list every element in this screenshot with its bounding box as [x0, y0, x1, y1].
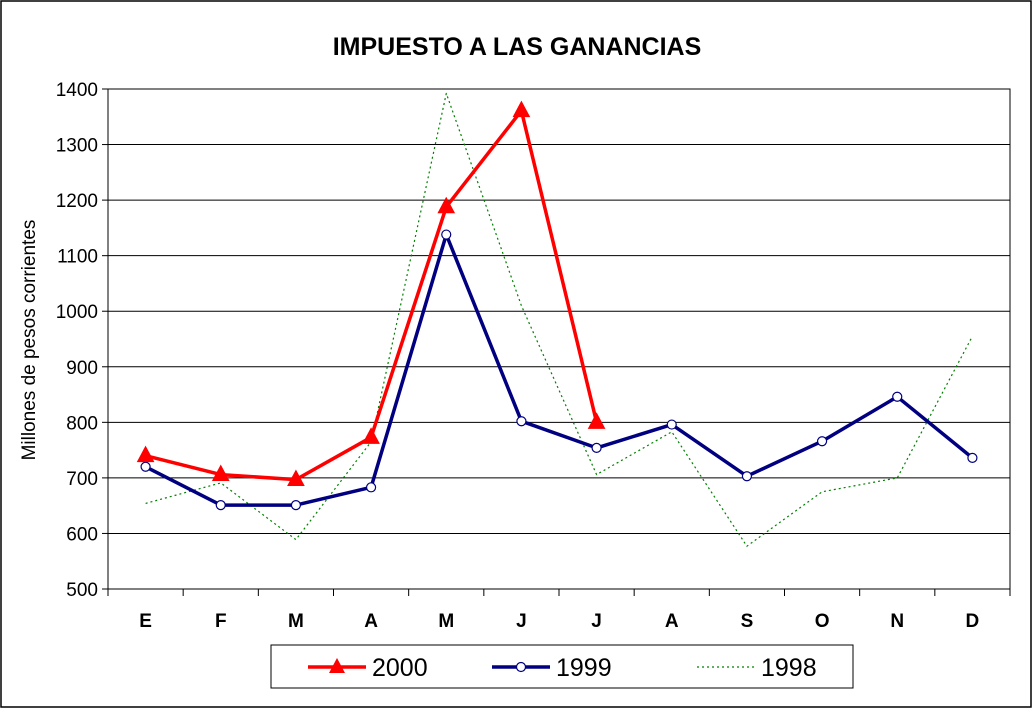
x-tick-label: N	[890, 611, 904, 632]
y-tick-label: 600	[66, 524, 98, 545]
legend-label-2000: 2000	[372, 654, 428, 682]
gridlines	[108, 144, 1010, 534]
series-line-1999	[144, 232, 974, 507]
y-tick-label: 700	[66, 469, 98, 490]
legend: 2000 1999 1998	[270, 644, 854, 689]
y-tick-label: 1300	[56, 136, 98, 157]
data-point-2000	[512, 100, 531, 118]
data-point-1999	[290, 500, 302, 511]
data-point-1999	[516, 416, 527, 427]
data-point-1999	[365, 482, 377, 493]
data-point-1999	[816, 436, 828, 447]
x-tick-label: O	[815, 611, 830, 632]
data-point-2000	[287, 469, 305, 487]
x-tick-label: S	[741, 611, 754, 632]
legend-box	[270, 644, 854, 689]
legend-marker-1999	[515, 661, 527, 673]
y-tick-label: 1400	[56, 80, 98, 101]
data-point-1999	[441, 229, 452, 240]
data-point-1999	[967, 452, 978, 463]
y-tick-label: 1000	[56, 302, 98, 323]
x-tick-label: J	[516, 611, 527, 632]
x-tick-label: F	[215, 611, 227, 632]
x-tick-label: J	[591, 611, 602, 632]
data-point-2000	[437, 196, 456, 214]
x-tick-label: D	[966, 611, 980, 632]
data-point-1999	[741, 471, 753, 482]
y-tick-label: 800	[66, 413, 98, 434]
legend-label-1999: 1999	[556, 654, 612, 682]
legend-marker-2000	[329, 658, 345, 673]
data-point-1999	[140, 461, 151, 472]
x-tick-label: A	[665, 611, 679, 632]
data-point-2000	[136, 445, 155, 463]
x-tick-label: A	[364, 611, 378, 632]
data-point-2000	[587, 412, 606, 429]
series-line-1998	[145, 92, 973, 547]
y-tick-label: 1100	[57, 247, 98, 268]
data-point-2000	[211, 464, 230, 482]
data-point-2000	[362, 427, 380, 444]
y-tick-label: 500	[66, 580, 98, 601]
data-point-1999	[591, 442, 602, 453]
legend-label-1998: 1998	[761, 654, 817, 682]
data-point-1999	[666, 419, 677, 430]
y-axis: 500 600 700 800 900 1000 1100 1200 1300 1400	[56, 80, 108, 601]
chart-title: IMPUESTO A LAS GANANCIAS	[333, 33, 702, 61]
x-tick-label: M	[288, 611, 304, 632]
y-tick-label: 900	[66, 358, 98, 379]
x-tick-label: M	[438, 611, 454, 632]
y-tick-label: 1200	[56, 191, 98, 212]
data-point-1999	[215, 500, 226, 511]
data-point-1999	[892, 391, 903, 402]
series-group	[136, 92, 978, 547]
x-tick-label: E	[139, 611, 152, 632]
y-axis-label: Millones de pesos corrientes	[19, 220, 40, 461]
